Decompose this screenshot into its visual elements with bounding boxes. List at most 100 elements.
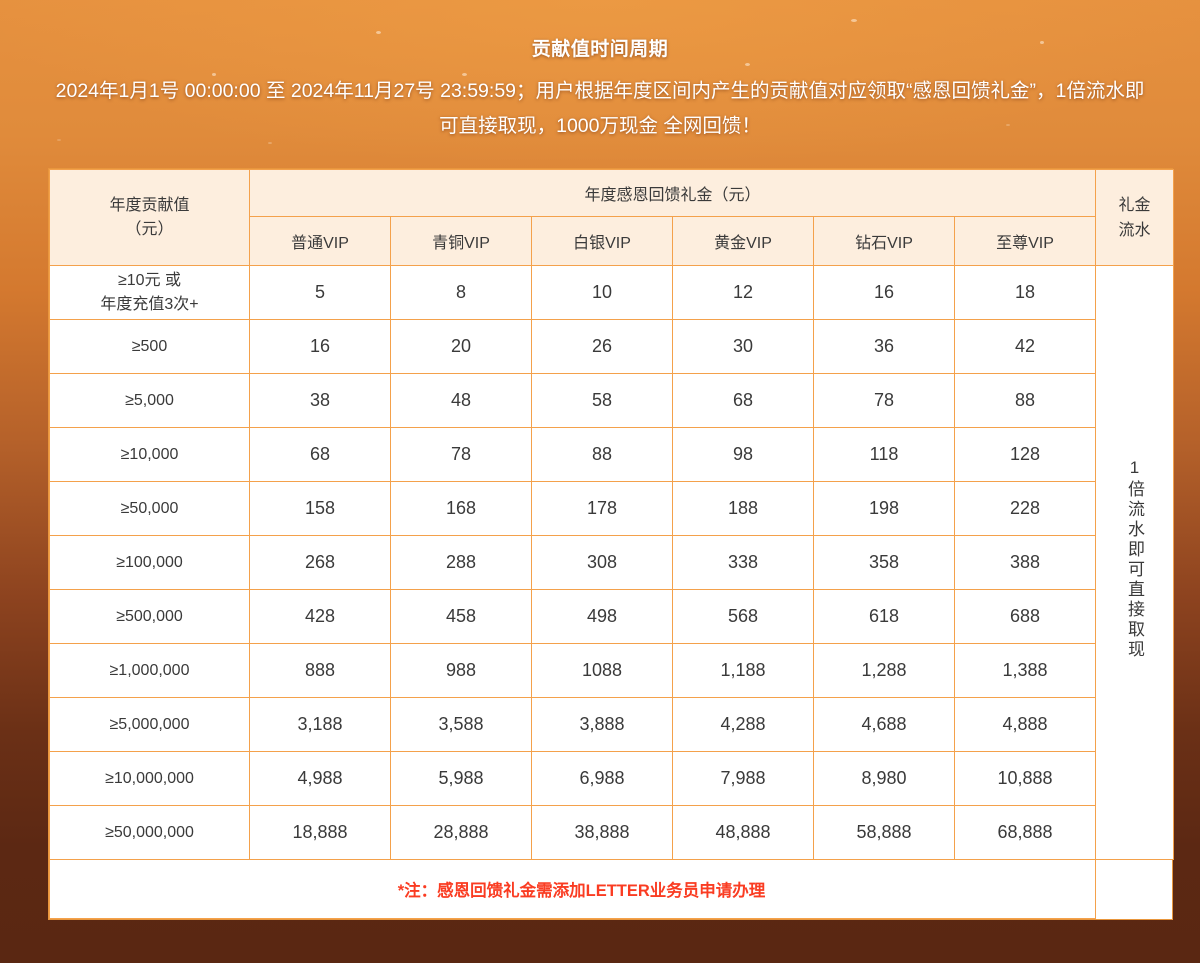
header-annual-contribution-line1: 年度贡献值	[109, 196, 190, 214]
rebate-value-cell: 10,888	[953, 751, 1097, 806]
table-row: ≥50,000,000 18,888 28,888 38,888 48,888 58,88…	[49, 805, 1174, 860]
rebate-value-cell: 498	[531, 589, 673, 644]
rebate-value-cell: 38,888	[531, 805, 673, 860]
table-row: ≥500,000 428 458 498 568 618 688	[49, 589, 1174, 644]
table-head: 年度贡献值 （元） 年度感恩回馈礼金（元） 礼金 流水 普通VIP 青铜VIP …	[49, 169, 1175, 266]
tier-cell: ≥500	[49, 319, 250, 374]
rebate-value-cell: 388	[953, 535, 1097, 590]
rebate-value-cell: 4,688	[813, 697, 955, 752]
rebate-value-cell: 8	[390, 265, 532, 320]
rebate-value-cell: 228	[953, 481, 1097, 536]
rebate-value-cell: 16	[249, 319, 391, 374]
table-note: *注：感恩回馈礼金需添加LETTER业务员申请办理	[397, 882, 766, 900]
rebate-value-cell: 5	[249, 265, 391, 320]
rebate-value-cell: 1,288	[813, 643, 955, 698]
table-foot: *注：感恩回馈礼金需添加LETTER业务员申请办理	[48, 859, 1174, 919]
rebate-value-cell: 16	[813, 265, 955, 320]
rebate-value-cell: 7,988	[672, 751, 814, 806]
header-vip-normal: 普通VIP	[249, 216, 391, 266]
header-annual-contribution-line2: （元）	[125, 220, 174, 238]
rebate-table: 年度贡献值 （元） 年度感恩回馈礼金（元） 礼金 流水 普通VIP 青铜VIP …	[48, 169, 1175, 919]
rebate-value-cell: 26	[531, 319, 673, 374]
rebate-value-cell: 178	[531, 481, 673, 536]
table-row: ≥1,000,000 888 988 1088 1,188 1,288 1,388	[49, 643, 1174, 698]
rebate-value-cell: 18,888	[249, 805, 391, 860]
rebate-value-cell: 42	[953, 319, 1097, 374]
rebate-value-cell: 8,980	[813, 751, 955, 806]
tier-cell: ≥100,000	[49, 535, 250, 590]
rebate-value-cell: 38	[249, 373, 391, 428]
rebate-value-cell: 288	[390, 535, 532, 590]
rebate-value-cell: 188	[672, 481, 814, 536]
header-vip-silver: 白银VIP	[531, 216, 673, 266]
rebate-value-cell: 36	[813, 319, 955, 374]
tier-line: ≥50,000,000	[105, 823, 194, 841]
rebate-value-cell: 168	[390, 481, 532, 536]
rebate-value-cell: 78	[390, 427, 532, 482]
tier-line: ≥5,000	[125, 391, 174, 409]
tier-line: ≥1,000,000	[109, 661, 190, 679]
rebate-value-cell: 58,888	[813, 805, 955, 860]
rebate-value-cell: 308	[531, 535, 673, 590]
rebate-value-cell: 20	[390, 319, 532, 374]
table-row: ≥10,000 68 78 88 98 118 128	[49, 427, 1174, 482]
rebate-value-cell: 458	[390, 589, 532, 644]
rebate-value-cell: 1088	[531, 643, 673, 698]
rebate-value-cell: 358	[813, 535, 955, 590]
page-title: 贡献值时间周期	[531, 39, 669, 60]
header-vip-diamond: 钻石VIP	[813, 216, 955, 266]
promo-description: 2024年1月1号 00:00:00 至 2024年11月27号 23:59:5…	[55, 80, 1145, 137]
tier-cell: ≥500,000	[49, 589, 250, 644]
header-annual-contribution: 年度贡献值 （元）	[49, 169, 250, 266]
tier-line: ≥5,000,000	[109, 715, 190, 733]
rebate-value-cell: 68	[249, 427, 391, 482]
tier-cell: ≥10元 或年度充值3次+	[49, 265, 250, 320]
rebate-value-cell: 688	[953, 589, 1097, 644]
table-row: ≥5,000 38 48 58 68 78 88	[49, 373, 1174, 428]
rebate-value-cell: 4,888	[953, 697, 1097, 752]
rebate-value-cell: 128	[953, 427, 1097, 482]
rebate-value-cell: 118	[813, 427, 955, 482]
tier-cell: ≥10,000,000	[49, 751, 250, 806]
table-note-row: *注：感恩回馈礼金需添加LETTER业务员申请办理	[48, 859, 1174, 919]
rebate-value-cell: 48	[390, 373, 532, 428]
table-row: ≥500 16 20 26 30 36 42	[49, 319, 1174, 374]
rebate-value-cell: 338	[672, 535, 814, 590]
rebate-value-cell: 3,588	[390, 697, 532, 752]
rebate-value-cell: 268	[249, 535, 391, 590]
rebate-value-cell: 30	[672, 319, 814, 374]
rebate-value-cell: 58	[531, 373, 673, 428]
tier-cell: ≥5,000,000	[49, 697, 250, 752]
table-header-row-1: 年度贡献值 （元） 年度感恩回馈礼金（元） 礼金 流水	[49, 169, 1175, 266]
rebate-value-cell: 4,288	[672, 697, 814, 752]
rebate-value-cell: 6,988	[531, 751, 673, 806]
rebate-value-cell: 48,888	[672, 805, 814, 860]
rebate-value-cell: 3,888	[531, 697, 673, 752]
rebate-value-cell: 618	[813, 589, 955, 644]
rebate-value-cell: 98	[672, 427, 814, 482]
table-row: ≥50,000 158 168 178 188 198 228	[49, 481, 1174, 536]
tier-cell: ≥10,000	[49, 427, 250, 482]
rebate-value-cell: 10	[531, 265, 673, 320]
rebate-value-cell: 5,988	[390, 751, 532, 806]
header-vip-bronze: 青铜VIP	[390, 216, 532, 266]
header-vip-supreme: 至尊VIP	[953, 216, 1097, 266]
header-annual-rebate-group: 年度感恩回馈礼金（元）	[248, 169, 1097, 217]
rebate-value-cell: 88	[531, 427, 673, 482]
table-row: ≥10,000,000 4,988 5,988 6,988 7,988 8,980 10,8…	[49, 751, 1174, 806]
tier-cell: ≥50,000,000	[49, 805, 250, 860]
tier-cell: ≥5,000	[49, 373, 250, 428]
rebate-value-cell: 198	[813, 481, 955, 536]
tier-cell: ≥1,000,000	[49, 643, 250, 698]
rebate-value-cell: 12	[672, 265, 814, 320]
note-cell: *注：感恩回馈礼金需添加LETTER业务员申请办理	[48, 859, 1097, 919]
header-gift-flow: 礼金 流水	[1095, 169, 1175, 266]
rebate-value-cell: 78	[813, 373, 955, 428]
rebate-value-cell: 988	[390, 643, 532, 698]
header-gift-flow-line2: 流水	[1118, 221, 1151, 239]
header-gift-flow-line1: 礼金	[1118, 196, 1151, 214]
promo-header: 贡献值时间周期 2024年1月1号 00:00:00 至 2024年11月27号…	[0, 0, 1200, 144]
rebate-value-cell: 158	[249, 481, 391, 536]
rebate-value-cell: 1,188	[672, 643, 814, 698]
